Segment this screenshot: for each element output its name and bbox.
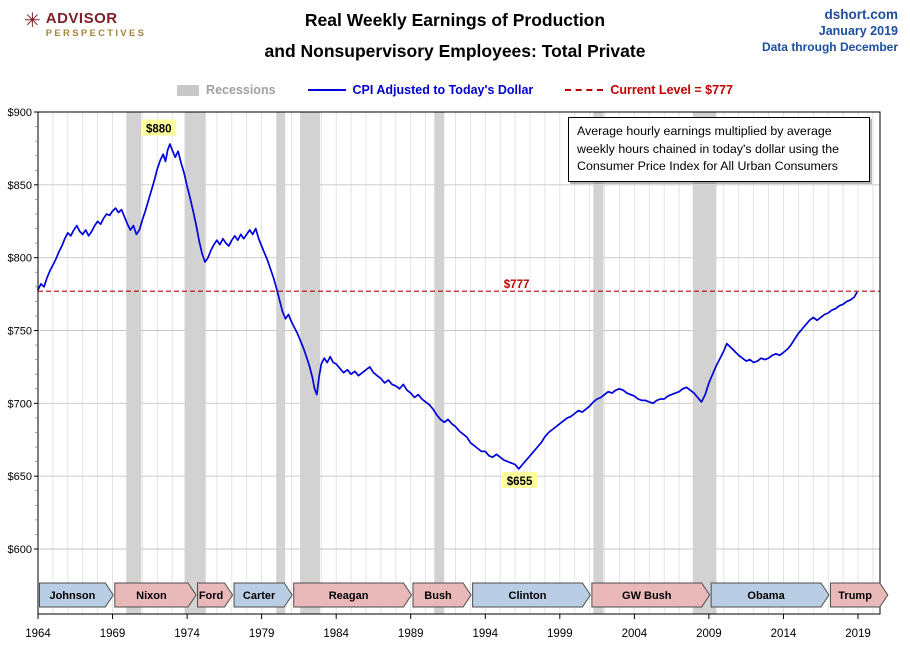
president-label-obama: Obama <box>747 590 785 602</box>
y-axis-label: $850 <box>8 180 32 192</box>
earnings-line <box>37 143 858 470</box>
president-ribbon-johnson <box>39 582 114 608</box>
source-data-through: Data through December <box>761 40 898 54</box>
x-axis-label: 1979 <box>249 628 275 640</box>
president-label-reagan: Reagan <box>329 590 369 602</box>
series-line-swatch <box>307 89 346 91</box>
chart-title: Real Weekly Earnings of Production and N… <box>0 5 910 67</box>
annotation-label: $655 <box>507 476 533 488</box>
president-ribbon-ford <box>197 582 234 608</box>
source-date: January 2019 <box>818 24 898 38</box>
president-ribbon-carter <box>233 582 293 608</box>
y-axis-label: $700 <box>8 398 32 410</box>
president-label-bush: Bush <box>424 590 452 602</box>
recession-band <box>126 112 142 614</box>
x-axis-label: 1989 <box>398 628 424 640</box>
header: ✳ ADVISOR PERSPECTIVES Real Weekly Earni… <box>0 0 910 76</box>
president-label-ford: Ford <box>199 590 223 602</box>
y-axis-label: $900 <box>8 107 32 119</box>
recession-band <box>300 112 321 614</box>
annotation-highlight-bg <box>141 119 177 136</box>
compass-rose-icon: ✳ <box>24 10 41 32</box>
x-axis-label: 2019 <box>845 628 871 640</box>
president-ribbon-gw-bush <box>591 582 711 608</box>
president-label-gw-bush: GW Bush <box>622 590 672 602</box>
legend-recessions-label: Recessions <box>206 83 276 97</box>
president-ribbon-obama <box>710 582 830 608</box>
x-axis-label: 1994 <box>472 628 498 640</box>
annotation-label: $880 <box>146 124 172 136</box>
plot-border <box>37 111 881 615</box>
president-label-nixon: Nixon <box>136 590 167 602</box>
x-axis-label: 2004 <box>622 628 648 640</box>
legend-series: CPI Adjusted to Today's Dollar <box>307 83 534 97</box>
brand-name-advisor: ADVISOR <box>45 10 118 27</box>
note-box: Average hourly earnings multiplied by av… <box>568 117 870 182</box>
president-ribbon-bush <box>412 582 472 608</box>
president-label-clinton: Clinton <box>509 590 547 602</box>
legend: Recessions CPI Adjusted to Today's Dolla… <box>0 78 910 102</box>
source-site: dshort.com <box>824 7 898 22</box>
brand-name-perspectives: PERSPECTIVES <box>45 28 147 39</box>
recession-band <box>692 112 717 614</box>
current-level-swatch <box>565 89 604 91</box>
x-axis-label: 1964 <box>25 628 51 640</box>
x-axis-label: 1969 <box>100 628 126 640</box>
legend-current-label: Current Level = $777 <box>610 83 733 97</box>
president-label-trump: Trump <box>838 590 872 602</box>
recession-band <box>593 112 604 614</box>
legend-series-label: CPI Adjusted to Today's Dollar <box>352 83 534 97</box>
chart-title-line-1: Real Weekly Earnings of Production <box>304 10 606 30</box>
x-axis-label: 1974 <box>174 628 200 640</box>
president-ribbon-trump <box>829 582 889 608</box>
legend-recessions: Recessions <box>177 83 276 97</box>
annotation-highlight-bg <box>501 472 538 489</box>
legend-current-level: Current Level = $777 <box>565 83 733 97</box>
chart-area: $600 $650 $700 $750 $800 $850 $900 1964 1969 1974… <box>0 102 910 655</box>
recession-swatch <box>177 84 200 96</box>
x-axis-label: 1999 <box>547 628 573 640</box>
plot-background <box>0 102 910 655</box>
current-level-label: $777 <box>504 279 530 291</box>
y-axis-label: $800 <box>8 253 32 265</box>
x-axis-label: 2009 <box>696 628 722 640</box>
president-label-johnson: Johnson <box>49 590 95 602</box>
y-axis-label: $650 <box>8 471 32 483</box>
president-ribbon-reagan <box>293 582 413 608</box>
advisor-perspectives-logo: ✳ ADVISOR PERSPECTIVES <box>24 10 146 39</box>
chart-title-line-2: and Nonsupervisory Employees: Total Priv… <box>264 41 646 61</box>
recession-band <box>276 112 286 614</box>
chart-plot: $600 $650 $700 $750 $800 $850 $900 1964 1969 1974… <box>0 102 910 655</box>
x-axis-label: 1984 <box>323 628 349 640</box>
president-label-carter: Carter <box>243 590 276 602</box>
recession-band <box>434 112 445 614</box>
y-axis-label: $600 <box>8 544 32 556</box>
recession-band <box>184 112 206 614</box>
x-axis-label: 2014 <box>771 628 797 640</box>
y-axis-label: $750 <box>8 326 32 338</box>
brand-text: ADVISOR PERSPECTIVES <box>46 10 146 39</box>
president-ribbon-nixon <box>114 582 197 608</box>
source-info: dshort.com January 2019 Data through Dec… <box>762 7 898 54</box>
president-ribbon-clinton <box>472 582 591 608</box>
